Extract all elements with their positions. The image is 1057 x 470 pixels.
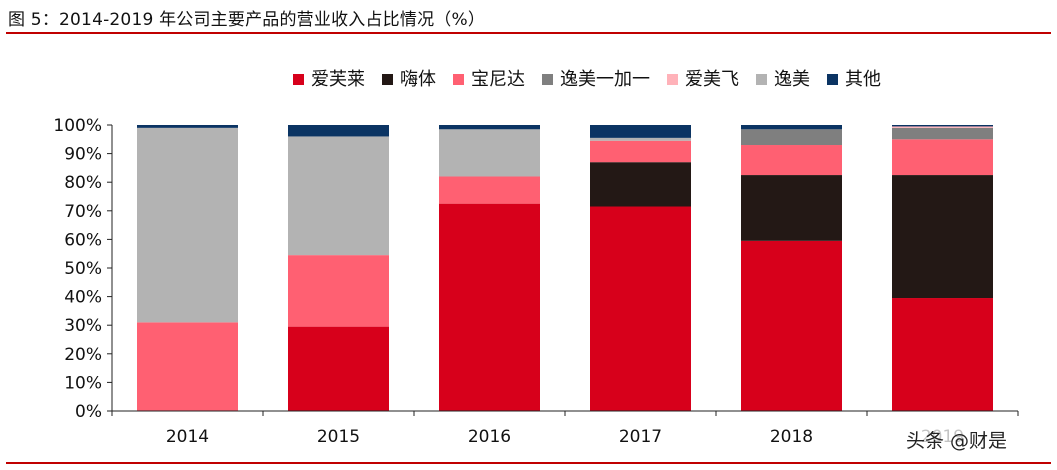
bar-segment — [590, 125, 691, 138]
bar-segment — [137, 127, 238, 323]
legend-swatch — [382, 74, 393, 85]
bar-segment — [590, 206, 691, 411]
legend-label: 逸美一加一 — [560, 69, 650, 90]
legend-label: 爱美飞 — [685, 69, 739, 90]
legend-label: 宝尼达 — [471, 69, 525, 90]
legend-swatch — [827, 74, 838, 85]
bar-segment — [288, 255, 389, 327]
legend-label: 其他 — [845, 69, 881, 90]
y-tick-label: 100% — [53, 116, 102, 136]
bar-segment — [439, 176, 540, 204]
legend-label: 爱芙莱 — [311, 69, 365, 90]
bar-segment — [137, 125, 238, 128]
y-tick-label: 10% — [64, 373, 102, 393]
legend-swatch — [453, 74, 464, 85]
x-tick-label: 2016 — [468, 427, 511, 447]
chart-legend: 爱芙莱 嗨体 宝尼达 逸美一加一 爱美飞 逸美 其他 — [293, 69, 881, 90]
y-tick-label: 90% — [64, 145, 102, 165]
bar-segment — [439, 203, 540, 411]
bar-segment — [741, 125, 842, 130]
legend-label: 嗨体 — [400, 69, 436, 90]
y-tick-label: 40% — [64, 288, 102, 308]
bar-segment — [741, 129, 842, 146]
bar-segment — [741, 240, 842, 411]
y-tick-label: 60% — [64, 230, 102, 250]
bar-segment — [137, 322, 238, 411]
y-tick-label: 80% — [64, 173, 102, 193]
legend-swatch — [542, 74, 553, 85]
bar-segment — [288, 136, 389, 256]
y-tick-label: 0% — [75, 402, 102, 422]
bar-segment — [892, 139, 993, 176]
bar-segment — [741, 145, 842, 176]
bar-segment — [288, 125, 389, 137]
figure-title: 图 5：2014-2019 年公司主要产品的营业收入占比情况（%） — [8, 10, 486, 30]
bar-segment — [590, 140, 691, 163]
bar-segment — [892, 298, 993, 411]
y-tick-label: 30% — [64, 316, 102, 336]
bars — [137, 125, 993, 411]
y-axis: 0% 10% 20% 30% 40% 50% 60% 70% 80% 90% 100% — [53, 116, 113, 422]
legend-label: 逸美 — [774, 69, 810, 90]
legend-swatch — [667, 74, 678, 85]
title-underline — [6, 32, 1051, 34]
watermark-text: 头条 @财是 — [902, 426, 1012, 453]
y-tick-label: 70% — [64, 202, 102, 222]
bar-segment — [590, 137, 691, 141]
bar-segment — [741, 175, 842, 241]
x-axis: 201420152016201720182019 — [111, 410, 1019, 447]
bar-segment — [892, 127, 993, 140]
x-tick-label: 2017 — [619, 427, 662, 447]
legend-swatch — [293, 74, 304, 85]
bar-segment — [590, 162, 691, 207]
y-tick-label: 20% — [64, 345, 102, 365]
bar-segment — [892, 175, 993, 299]
bar-segment — [288, 326, 389, 411]
bar-segment — [439, 129, 540, 177]
y-tick-label: 50% — [64, 259, 102, 279]
x-tick-label: 2015 — [317, 427, 360, 447]
footer-rule — [6, 462, 1051, 464]
bar-segment — [439, 125, 540, 130]
bar-segment — [892, 125, 993, 127]
x-tick-label: 2014 — [166, 427, 209, 447]
legend-swatch — [756, 74, 767, 85]
x-tick-label: 2018 — [770, 427, 813, 447]
bar-segment — [892, 126, 993, 128]
